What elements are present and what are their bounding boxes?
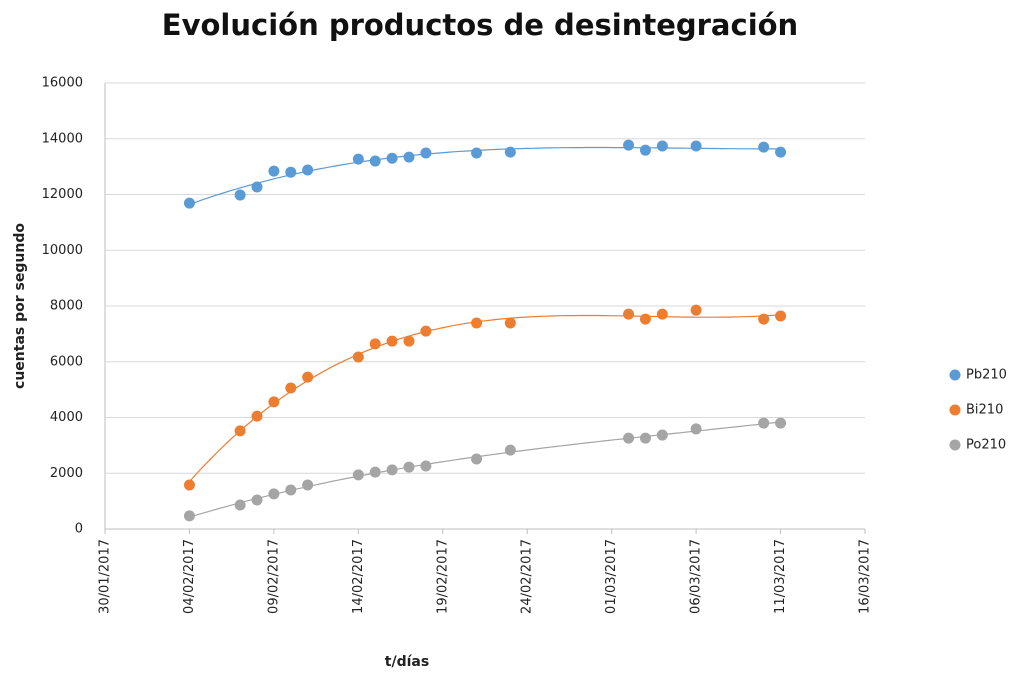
- y-tick-label: 2000: [50, 466, 83, 481]
- data-point: [251, 181, 263, 193]
- data-point: [302, 371, 314, 383]
- data-point: [639, 313, 651, 325]
- data-point: [758, 313, 770, 325]
- data-point: [234, 189, 246, 201]
- legend-label: Pb210: [966, 368, 1007, 383]
- legend-marker: [949, 369, 961, 381]
- data-point: [234, 425, 246, 437]
- data-point: [369, 466, 381, 478]
- data-point: [369, 338, 381, 350]
- x-tick-label: 24/02/2017: [520, 539, 535, 614]
- data-point: [656, 140, 668, 152]
- data-point: [403, 461, 415, 473]
- data-point: [403, 151, 415, 163]
- data-point: [268, 488, 280, 500]
- x-axis-title: t/días: [385, 654, 429, 670]
- x-tick-label: 11/03/2017: [773, 539, 788, 614]
- data-point: [183, 479, 195, 491]
- x-tick-label: 04/02/2017: [182, 539, 197, 614]
- data-point: [352, 153, 364, 165]
- legend-label: Bi210: [966, 403, 1003, 418]
- data-point: [690, 304, 702, 316]
- data-point: [285, 382, 297, 394]
- y-tick-label: 12000: [42, 187, 83, 202]
- x-tick-label: 01/03/2017: [604, 539, 619, 614]
- data-point: [471, 147, 483, 159]
- y-tick-label: 4000: [50, 410, 83, 425]
- data-point: [251, 410, 263, 422]
- data-point: [251, 494, 263, 506]
- data-point: [352, 469, 364, 481]
- data-point: [386, 152, 398, 164]
- data-point: [352, 351, 364, 363]
- data-point: [420, 325, 432, 337]
- data-point: [775, 417, 787, 429]
- data-point: [183, 510, 195, 522]
- data-point: [369, 155, 381, 167]
- y-tick-label: 16000: [42, 76, 83, 91]
- data-point: [504, 444, 516, 456]
- data-point: [623, 139, 635, 151]
- data-point: [758, 417, 770, 429]
- y-tick-label: 6000: [50, 354, 83, 369]
- data-point: [268, 396, 280, 408]
- chart-title: Evolución productos de desintegración: [162, 8, 798, 42]
- data-point: [656, 429, 668, 441]
- x-tick-label: 19/02/2017: [435, 539, 450, 614]
- data-point: [302, 164, 314, 176]
- x-tick-label: 06/03/2017: [689, 539, 704, 614]
- data-point: [471, 317, 483, 329]
- data-point: [690, 423, 702, 435]
- data-point: [234, 499, 246, 511]
- data-point: [471, 453, 483, 465]
- data-point: [285, 484, 297, 496]
- y-axis-title: cuentas por segundo: [12, 223, 28, 389]
- data-point: [403, 335, 415, 347]
- y-tick-label: 10000: [42, 243, 83, 258]
- data-point: [268, 165, 280, 177]
- data-point: [285, 166, 297, 178]
- x-tick-label: 30/01/2017: [98, 539, 113, 614]
- data-point: [504, 317, 516, 329]
- data-point: [656, 308, 668, 320]
- x-tick-label: 14/02/2017: [351, 539, 366, 614]
- data-point: [639, 144, 651, 156]
- data-point: [386, 464, 398, 476]
- data-point: [775, 146, 787, 158]
- data-point: [302, 479, 314, 491]
- data-point: [420, 147, 432, 159]
- data-point: [420, 460, 432, 472]
- y-tick-label: 8000: [50, 299, 83, 314]
- data-point: [690, 140, 702, 152]
- x-tick-label: 09/02/2017: [266, 539, 281, 614]
- data-point: [386, 335, 398, 347]
- legend-marker: [949, 404, 961, 416]
- legend-label: Po210: [966, 438, 1006, 453]
- data-point: [504, 146, 516, 158]
- y-tick-label: 0: [75, 522, 83, 537]
- data-point: [775, 310, 787, 322]
- data-point: [758, 141, 770, 153]
- trendline: [188, 314, 781, 483]
- legend-marker: [949, 439, 961, 451]
- data-point: [183, 197, 195, 209]
- y-tick-label: 14000: [42, 131, 83, 146]
- data-point: [623, 308, 635, 320]
- data-point: [639, 432, 651, 444]
- x-tick-label: 16/03/2017: [858, 539, 873, 614]
- data-point: [623, 432, 635, 444]
